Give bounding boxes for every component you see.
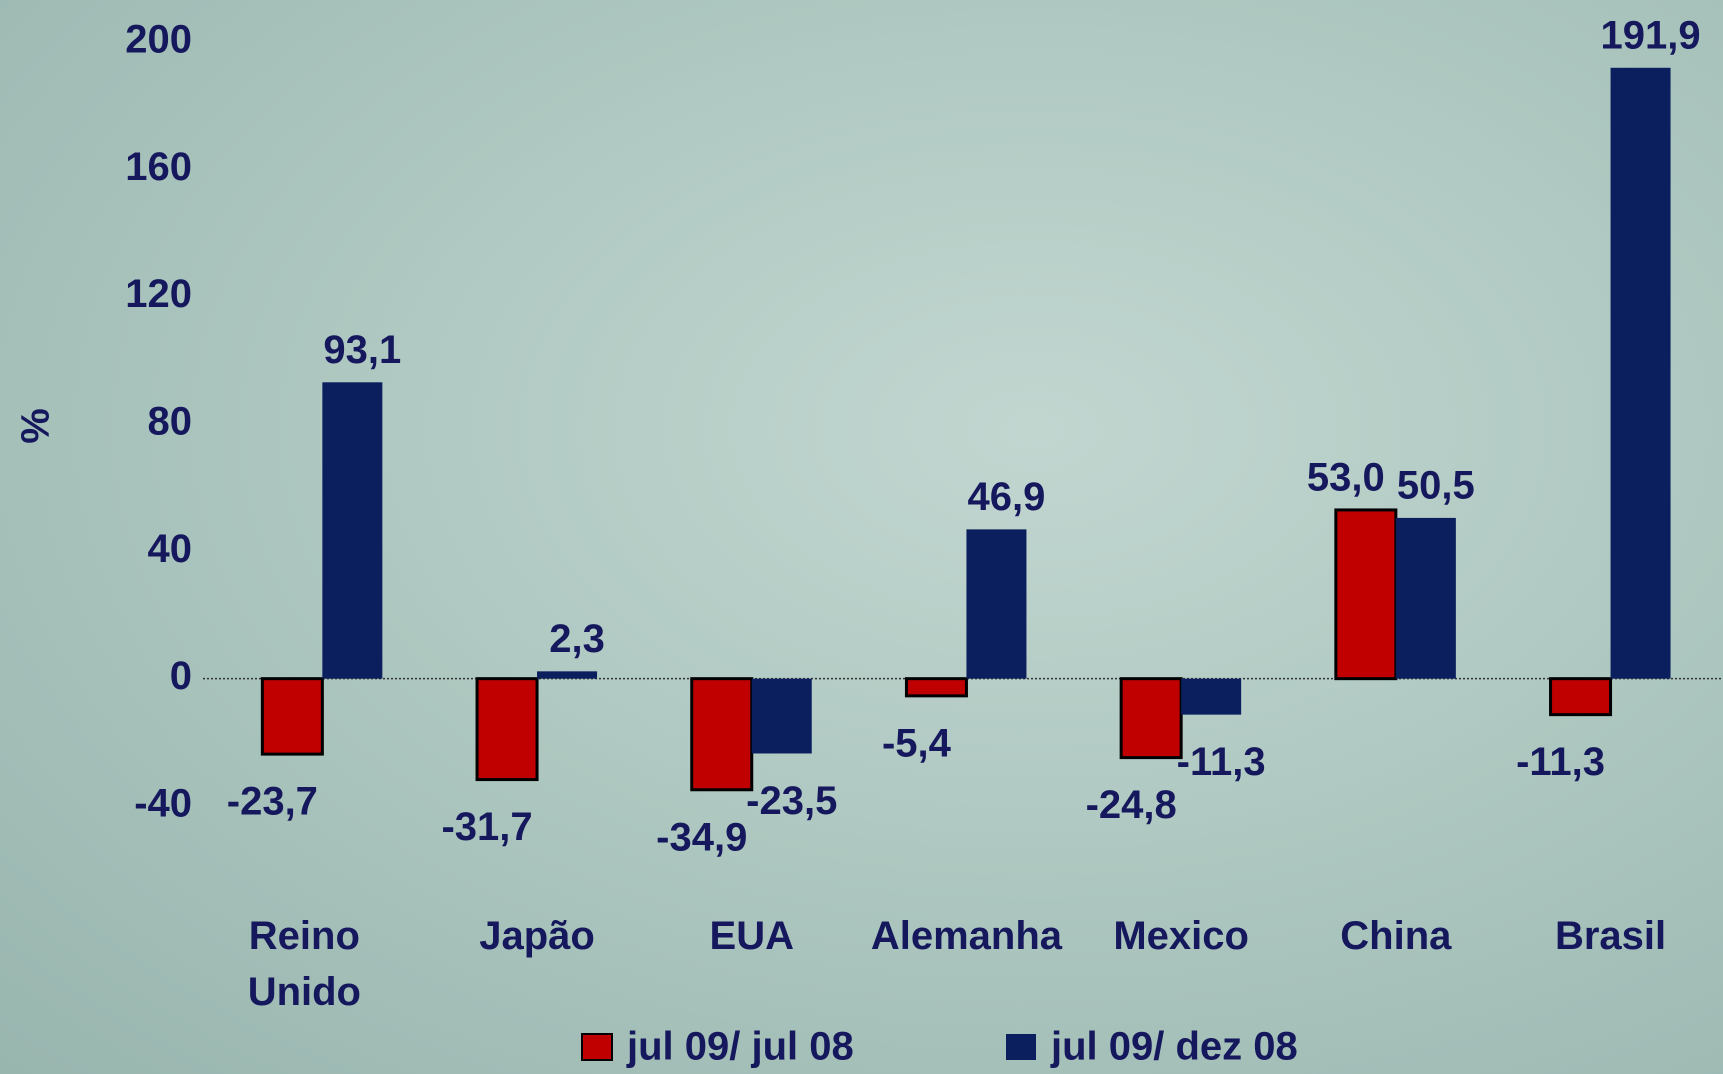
- x-tick-label: Mexico: [1081, 908, 1281, 964]
- value-label: -23,7: [227, 780, 318, 824]
- legend-swatch: [1006, 1034, 1036, 1060]
- value-label: -11,3: [1177, 740, 1266, 784]
- bar: [1121, 679, 1181, 758]
- bar: [1181, 679, 1241, 715]
- bar: [906, 679, 966, 696]
- y-tick-label: 0: [170, 654, 192, 698]
- bar: [262, 679, 322, 754]
- value-label: -5,4: [882, 721, 952, 765]
- bar: [1611, 68, 1671, 679]
- bar: [752, 679, 812, 754]
- value-label: 191,9: [1600, 13, 1700, 57]
- bar: [477, 679, 537, 780]
- value-label: 53,0: [1307, 456, 1385, 500]
- chart: % -40 0 40 80 120 160 200 -23,7 93,1 -31,7 2,3 -34,…: [0, 0, 1723, 1074]
- value-label: -24,8: [1086, 783, 1177, 827]
- y-tick-label: 120: [125, 272, 192, 316]
- bar: [692, 679, 752, 790]
- bar: [1551, 679, 1611, 715]
- bar: [537, 671, 597, 678]
- y-axis-label: %: [14, 408, 58, 444]
- bar: [1336, 510, 1396, 679]
- value-label: 50,5: [1397, 463, 1475, 507]
- bar: [1396, 518, 1456, 679]
- value-label: 46,9: [968, 475, 1046, 519]
- bar: [322, 382, 382, 678]
- legend-swatch: [582, 1034, 612, 1060]
- value-label: -34,9: [656, 815, 747, 859]
- value-label: -31,7: [441, 805, 532, 849]
- legend-label: jul 09/ dez 08: [1050, 1025, 1298, 1069]
- legend-label: jul 09/ jul 08: [626, 1025, 854, 1069]
- y-tick-label: 80: [148, 400, 193, 444]
- y-tick-label: -40: [134, 782, 192, 826]
- value-label: 93,1: [323, 328, 401, 372]
- x-tick-label: Japão: [437, 908, 637, 964]
- x-tick-label: Reino Unido: [239, 908, 369, 1020]
- y-tick-label: 200: [125, 18, 192, 62]
- y-tick-label: 160: [125, 145, 192, 189]
- bar: [966, 529, 1026, 678]
- x-tick-label: EUA: [652, 908, 852, 964]
- value-label: 2,3: [549, 617, 605, 661]
- x-tick-label: Alemanha: [866, 908, 1066, 964]
- value-label: -11,3: [1516, 740, 1605, 784]
- value-label: -23,5: [746, 779, 837, 823]
- x-tick-label: China: [1296, 908, 1496, 964]
- y-tick-label: 40: [148, 527, 193, 571]
- x-tick-label: Brasil: [1511, 908, 1711, 964]
